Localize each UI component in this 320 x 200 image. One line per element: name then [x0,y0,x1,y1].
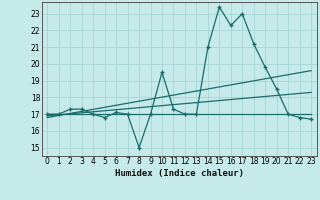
X-axis label: Humidex (Indice chaleur): Humidex (Indice chaleur) [115,169,244,178]
